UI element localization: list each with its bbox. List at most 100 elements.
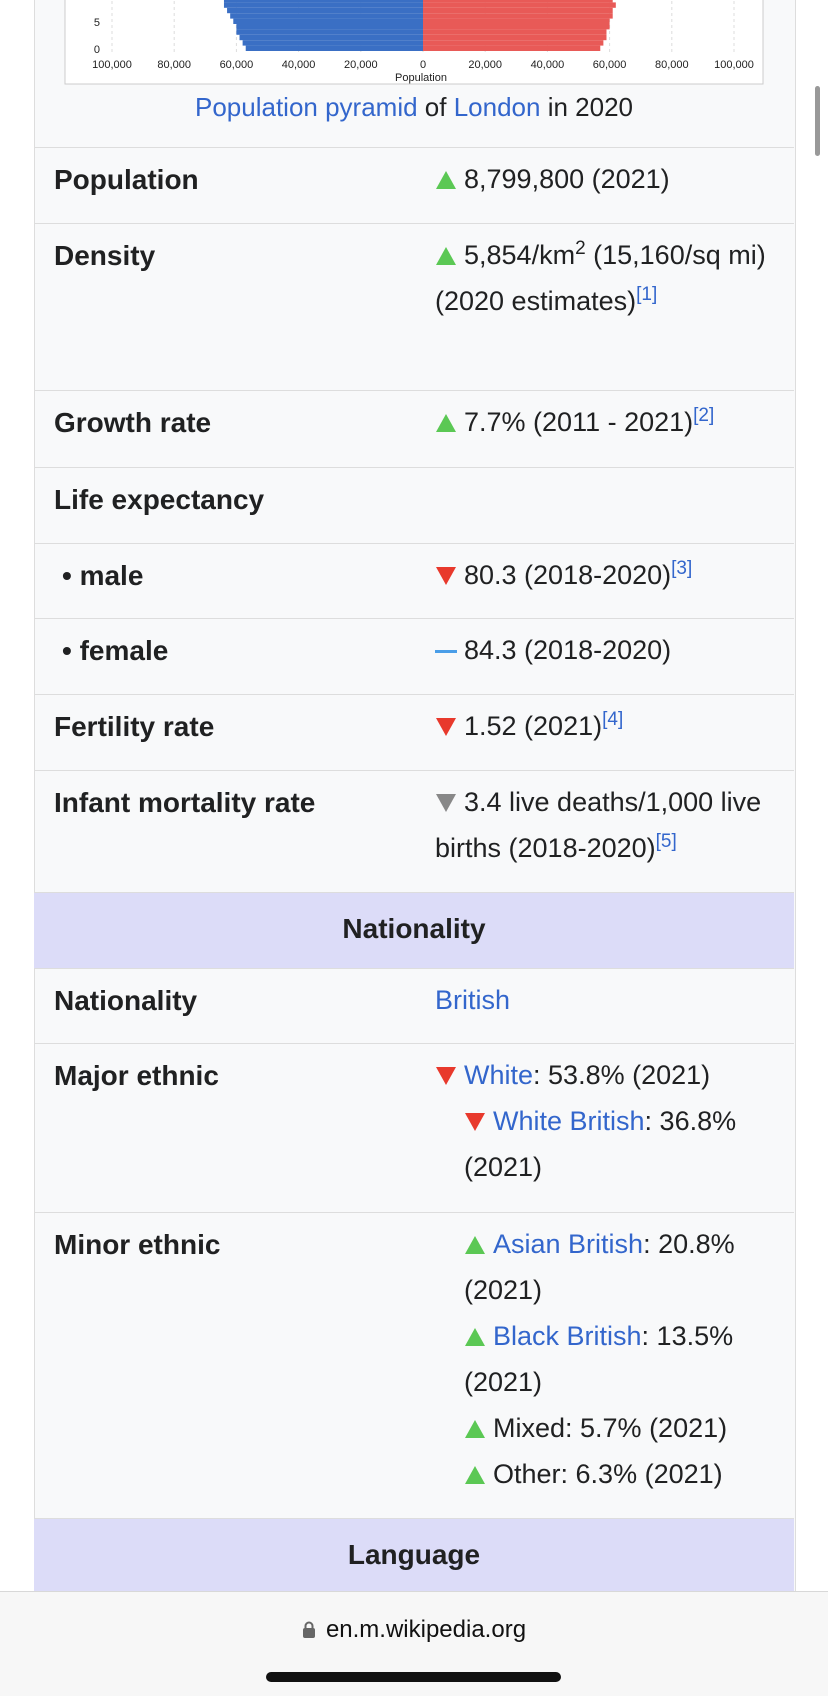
infobox-row: Density 5,854/km2 (15,160/sq mi) (2020 es… [34,223,794,390]
value-item: 7.7% (2011 - 2021)[2] [435,399,785,445]
text: 8,799,800 (2021) [464,164,670,194]
chart-caption: Population pyramid of London in 2020 [34,92,794,123]
text: Other: 6.3% (2021) [493,1459,723,1489]
row-label: • male [62,560,144,591]
infobox-row: Population 8,799,800 (2021) [34,147,794,223]
url-bar[interactable]: en.m.wikipedia.org [0,1616,828,1644]
text: 5,854/km [464,240,576,270]
row-value: Asian British: 20.8% (2021) Black British… [435,1221,785,1497]
row-value: 3.4 live deaths/1,000 live births (2018-… [435,779,785,871]
male-bar [236,24,423,30]
male-bar [230,13,423,19]
text: 3.4 live deaths/1,000 live births (2018-… [435,787,762,863]
x-tick-label: 100,000 [714,59,754,71]
value-item: White: 53.8% (2021) [435,1052,785,1098]
reference[interactable]: [1] [636,284,658,305]
row-label: Density [54,240,156,271]
value-item: White British: 36.8% (2021) [435,1098,785,1190]
text: : 13.5% (2021) [464,1321,734,1397]
row-value: 80.3 (2018-2020)[3] [435,552,785,598]
link[interactable]: Black British [493,1321,642,1351]
trend-icon [465,1466,485,1484]
text: : 20.8% (2021) [464,1229,735,1305]
row-value: British [435,977,785,1023]
row-label: Minor ethnic [54,1229,221,1260]
female-bar [423,7,613,14]
link[interactable]: London [453,92,541,122]
text: (15,160/sq mi) (2020 estimates) [435,240,766,316]
female-bar [423,34,607,41]
reference[interactable]: [2] [693,405,715,426]
male-bar [233,18,423,24]
infobox-row: • female 84.3 (2018-2020) [34,618,794,694]
row-value: 7.7% (2011 - 2021)[2] [435,399,785,445]
section-header: Nationality [34,892,794,968]
text: 7.7% (2011 - 2021) [464,407,694,437]
value-item: 8,799,800 (2021) [435,156,785,202]
y-tick-label: 0 [94,44,100,56]
y-tick-label: 5 [94,17,100,29]
trend-icon [435,650,457,653]
value-item: 80.3 (2018-2020)[3] [435,552,785,598]
row-label: Population [54,164,199,195]
section-header: Language [34,1518,794,1591]
row-value: 84.3 (2018-2020) [435,627,785,673]
male-bar [239,34,423,41]
male-bar [227,7,423,14]
female-bar [423,45,601,51]
x-tick-label: 100,000 [92,59,132,71]
row-value: 8,799,800 (2021) [435,156,785,202]
male-bar [223,2,423,8]
value-item: Black British: 13.5% (2021) [435,1313,785,1405]
row-label: Major ethnic [54,1060,219,1091]
text: 1.52 (2021) [464,711,603,741]
trend-icon [465,1236,485,1254]
link[interactable]: British [435,985,511,1015]
link[interactable]: Asian British [493,1229,644,1259]
value-item: Asian British: 20.8% (2021) [435,1221,785,1313]
x-tick-label: 0 [420,59,426,71]
row-value: 1.52 (2021)[4] [435,703,785,749]
female-bar [423,13,613,19]
reference[interactable]: [5] [655,831,677,852]
browser-bar: en.m.wikipedia.org [0,1591,828,1696]
trend-icon [436,567,456,585]
male-bar [223,0,423,3]
header-text: Nationality [342,913,486,944]
male-bar [242,40,423,46]
row-label: • female [62,635,169,666]
trend-icon [465,1420,485,1438]
reference[interactable]: [3] [671,558,693,579]
link[interactable]: White British [493,1106,645,1136]
x-tick-label: 60,000 [593,59,627,71]
superscript: 2 [575,238,586,259]
x-axis-label: Population [395,72,447,84]
trend-icon [436,414,456,432]
infobox-row: Fertility rate 1.52 (2021)[4] [34,694,794,770]
female-bar [423,0,613,3]
link[interactable]: White [464,1060,534,1090]
text: Mixed: 5.7% (2021) [493,1413,728,1443]
trend-icon [465,1328,485,1346]
female-bar [423,18,610,24]
x-tick-label: 40,000 [282,59,316,71]
value-item: Mixed: 5.7% (2021) [435,1405,785,1451]
reference[interactable]: [4] [602,709,624,730]
value-item: 84.3 (2018-2020) [435,627,785,673]
home-indicator [266,1672,561,1682]
female-bar [423,29,607,35]
row-label: Growth rate [54,407,212,438]
female-bar [423,2,616,8]
link[interactable]: Population pyramid [194,92,418,122]
text: in 2020 [540,92,633,122]
infobox [34,0,796,1591]
text: : 53.8% (2021) [533,1060,711,1090]
row-label: Fertility rate [54,711,215,742]
text: of [417,92,454,122]
x-tick-label: 20,000 [468,59,502,71]
trend-icon [436,247,456,265]
x-tick-label: 80,000 [655,59,689,71]
trend-icon [465,1113,485,1131]
x-tick-label: 40,000 [531,59,565,71]
